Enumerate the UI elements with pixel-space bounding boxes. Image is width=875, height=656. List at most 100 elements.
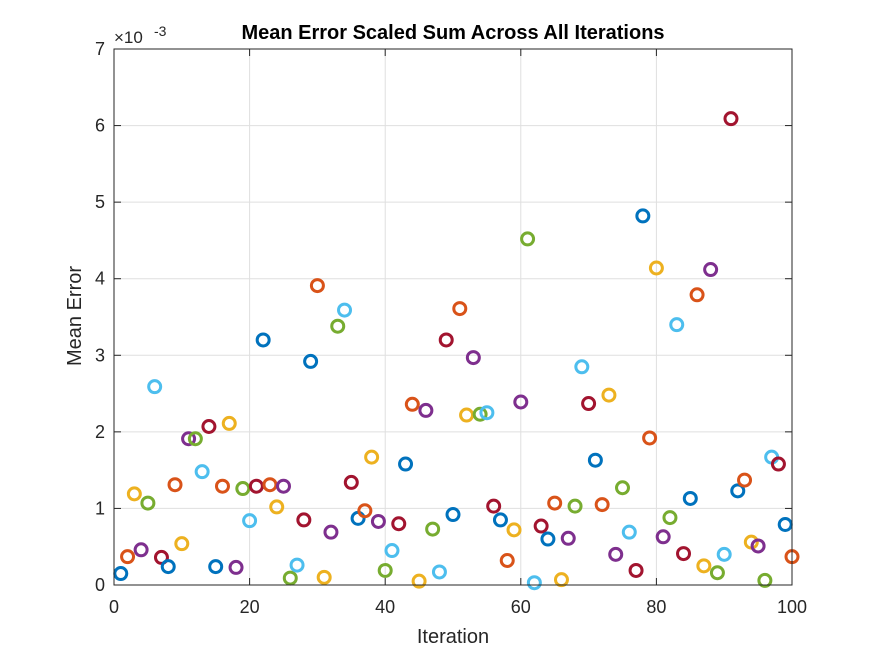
data-point: [540, 531, 556, 547]
y-tick-label: 3: [95, 345, 105, 365]
axes-box: [113, 48, 793, 586]
data-point: [520, 231, 536, 247]
data-point: [398, 456, 414, 472]
data-point: [621, 524, 637, 540]
data-point: [662, 510, 678, 526]
data-point: [648, 260, 664, 276]
data-point: [364, 449, 380, 465]
data-point: [513, 394, 529, 410]
y-axis-title: Mean Error: [64, 266, 86, 366]
data-point: [479, 405, 495, 421]
data-point: [194, 464, 210, 480]
data-point: [696, 558, 712, 574]
data-point: [350, 510, 366, 526]
data-point: [608, 546, 624, 562]
y-axis-exponent-power: -3: [154, 23, 167, 39]
data-point: [262, 477, 278, 493]
data-point: [642, 430, 658, 446]
data-point: [391, 516, 407, 532]
data-point: [452, 301, 468, 317]
data-point: [574, 359, 590, 375]
data-point: [594, 497, 610, 513]
data-point: [357, 503, 373, 519]
data-point: [201, 418, 217, 434]
y-axis-exponent: ×10 -3: [114, 23, 167, 47]
x-tick-label: 0: [109, 597, 119, 617]
data-point: [187, 431, 203, 447]
y-tick-label: 5: [95, 192, 105, 212]
x-tick-label: 60: [511, 597, 531, 617]
x-tick-label: 100: [777, 597, 807, 617]
data-point: [750, 538, 766, 554]
data-point: [140, 495, 156, 511]
data-point: [126, 486, 142, 502]
data-point: [289, 557, 305, 573]
ticks: [113, 48, 793, 586]
y-tick-label: 0: [95, 575, 105, 595]
data-point: [303, 353, 319, 369]
data-point: [404, 396, 420, 412]
y-axis-exponent-base: ×10: [114, 28, 143, 47]
data-point: [486, 498, 502, 514]
data-point: [757, 572, 773, 588]
data-point: [160, 559, 176, 575]
data-point: [330, 318, 346, 334]
data-point: [526, 575, 542, 591]
data-point: [431, 564, 447, 580]
data-point: [255, 332, 271, 348]
data-point: [655, 529, 671, 545]
data-point: [676, 546, 692, 562]
data-point: [601, 387, 617, 403]
data-point: [553, 572, 569, 588]
x-tick-label: 40: [375, 597, 395, 617]
data-point: [181, 431, 197, 447]
data-point: [377, 562, 393, 578]
data-point: [282, 570, 298, 586]
data-point: [445, 507, 461, 523]
data-point: [343, 474, 359, 490]
y-tick-label: 2: [95, 422, 105, 442]
data-point: [770, 456, 786, 472]
data-point: [438, 332, 454, 348]
data-point: [221, 415, 237, 431]
data-point: [384, 543, 400, 559]
data-point: [208, 559, 224, 575]
data-point: [682, 490, 698, 506]
data-point: [567, 498, 583, 514]
y-tick-label: 6: [95, 116, 105, 136]
data-point: [547, 495, 563, 511]
data-point: [248, 478, 264, 494]
data-point: [689, 287, 705, 303]
data-point: [716, 546, 732, 562]
data-point: [730, 483, 746, 499]
data-point: [615, 480, 630, 496]
data-point: [147, 379, 163, 395]
data-point: [581, 396, 597, 412]
data-point: [533, 518, 549, 534]
data-point: [737, 472, 753, 488]
data-point: [296, 512, 312, 528]
data-point: [669, 317, 685, 333]
data-point: [323, 524, 339, 540]
data-point: [214, 478, 230, 494]
data-point: [174, 536, 190, 552]
x-tick-label: 20: [240, 597, 260, 617]
data-point: [472, 406, 488, 422]
y-tick-label: 4: [95, 269, 105, 289]
data-point: [465, 350, 481, 366]
y-tick-label: 1: [95, 498, 105, 518]
tick-labels: 0 20 40 60 80 100 0 1 2 3 4 5 6 7: [95, 39, 807, 617]
chart-title: Mean Error Scaled Sum Across All Iterati…: [241, 22, 664, 44]
data-point: [370, 513, 386, 529]
data-point: [235, 481, 251, 497]
data-point: [723, 111, 739, 127]
y-tick-label: 7: [95, 39, 105, 59]
data-point: [418, 402, 434, 418]
data-point: [133, 542, 149, 558]
data-points: [113, 111, 800, 591]
data-point: [120, 549, 136, 565]
data-point: [560, 530, 576, 546]
data-point: [635, 208, 651, 224]
data-point: [459, 407, 475, 423]
